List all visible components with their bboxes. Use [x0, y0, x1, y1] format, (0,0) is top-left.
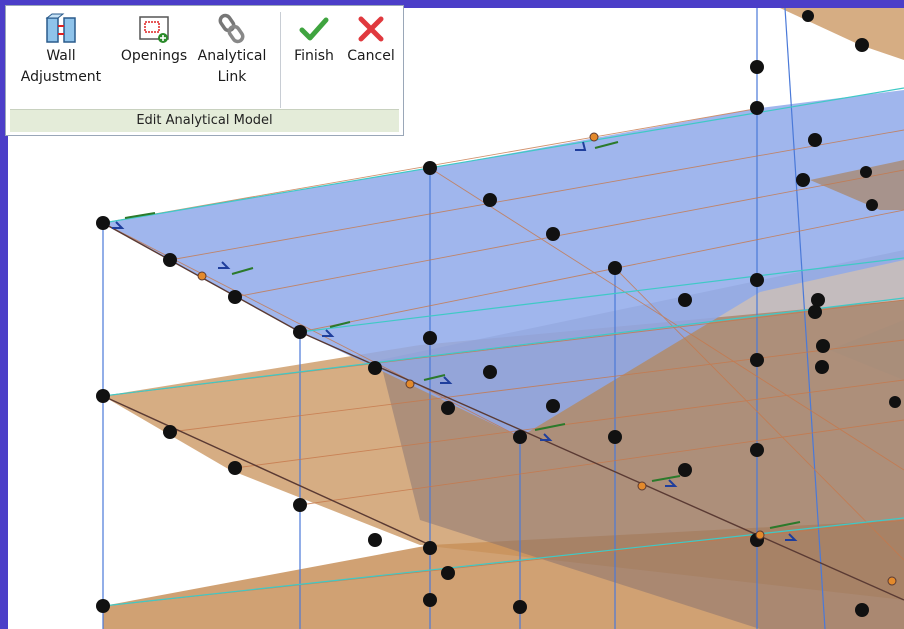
release-nodes	[197, 132, 897, 586]
slab-boundary-lines	[102, 87, 904, 607]
cancel-button[interactable]: Cancel	[343, 12, 399, 67]
x-cancel-icon	[358, 16, 384, 42]
finish-button[interactable]: Finish	[289, 12, 339, 67]
cancel-label: Cancel	[347, 48, 395, 64]
panel-title: Edit Analytical Model	[10, 109, 399, 132]
analytical-nodes	[96, 10, 901, 617]
core-block-upper	[810, 160, 904, 210]
analytical-link-button[interactable]: Analytical Link	[192, 12, 272, 88]
finish-label: Finish	[294, 48, 334, 64]
wall-adjustment-icon	[45, 13, 76, 43]
analytical-link-icon	[218, 13, 245, 44]
openings-button[interactable]: Openings	[114, 12, 194, 67]
viewport-left-border	[0, 0, 8, 629]
core-block-middle	[830, 320, 904, 380]
local-axis-markers	[112, 141, 801, 541]
openings-label: Openings	[120, 48, 188, 64]
floor-slab-roof	[103, 90, 904, 437]
edit-analytical-model-panel: Wall Adjustment Openings Analytical Link…	[5, 5, 404, 136]
analytical-link-label: Analytical Link	[197, 48, 267, 85]
openings-icon	[139, 16, 169, 43]
wall-adjustment-button[interactable]: Wall Adjustment	[16, 12, 106, 88]
floor-slab-level-2	[103, 300, 904, 600]
checkmark-icon	[299, 17, 329, 41]
viewport-top-border	[0, 0, 904, 8]
ribbon-separator	[280, 12, 281, 108]
wall-adjustment-label: Wall Adjustment	[20, 48, 102, 85]
